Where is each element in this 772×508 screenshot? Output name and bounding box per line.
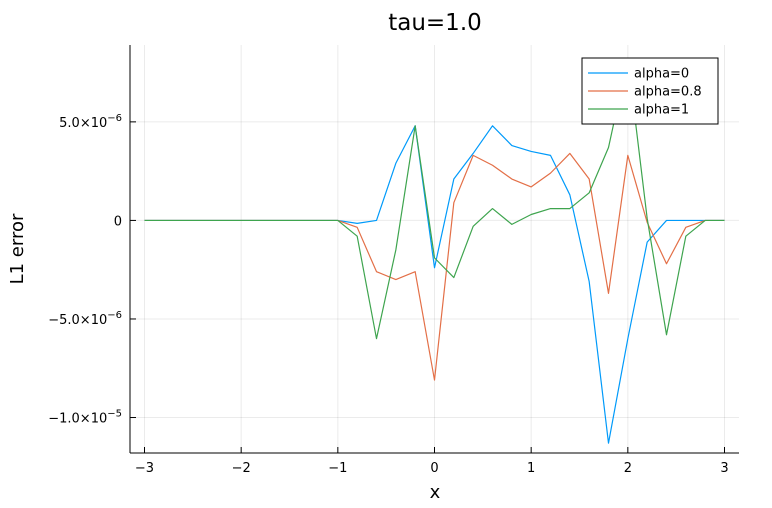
x-tick-label: −1 [328,461,347,476]
y-tick-exponent: −6 [107,113,122,124]
y-axis-label: L1 error [7,213,28,284]
x-tick-label: 0 [430,461,438,476]
x-tick-label: −3 [135,461,154,476]
y-tick-exponent: −5 [107,409,122,420]
x-tick-label: 1 [527,461,535,476]
axis-layer: −3 −2 −1 0 1 2 3 5.0×10−6 0 −5.0×10−6 −1.0×10−5 [48,45,739,476]
chart-title: tau=1.0 [388,10,482,36]
legend-label-1: alpha=0 [634,67,689,82]
y-tick-label: 0 [114,214,122,229]
x-tick-label: 3 [720,461,728,476]
x-tick-label: 2 [624,461,632,476]
y-tick-label: −1.0×10−5 [48,409,122,427]
y-tick-label: −5.0×10−6 [48,310,122,328]
x-axis-label: x [430,482,441,503]
x-tick-label: −2 [232,461,251,476]
y-tick-label: 5.0×10−6 [59,113,122,131]
legend: alpha=0 alpha=0.8 alpha=1 [581,57,719,125]
legend-label-2: alpha=0.8 [634,85,702,100]
legend-label-3: alpha=1 [634,103,689,118]
y-tick-exponent: −6 [107,310,122,321]
